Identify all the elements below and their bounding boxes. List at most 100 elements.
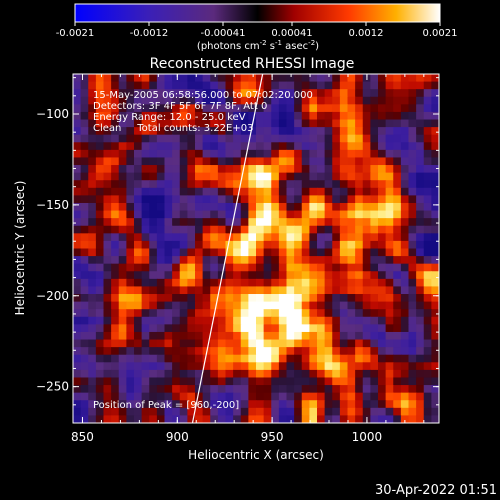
heatmap-cell xyxy=(195,369,204,379)
heatmap-cell xyxy=(324,369,333,379)
heatmap-cell xyxy=(202,165,211,174)
heatmap-cell xyxy=(210,339,219,348)
heatmap-cell xyxy=(263,263,272,272)
heatmap-cell xyxy=(309,354,318,363)
heatmap-cell xyxy=(240,324,249,333)
heatmap-cell xyxy=(240,248,249,257)
heatmap-cell xyxy=(332,89,341,98)
heatmap-cell xyxy=(370,369,379,379)
heatmap-cell xyxy=(317,172,326,181)
heatmap-cell xyxy=(217,256,227,265)
heatmap-cell xyxy=(339,149,349,159)
heatmap-cell xyxy=(248,339,257,348)
heatmap-cell xyxy=(423,324,432,333)
solar-limb-line xyxy=(191,73,264,424)
heatmap-cell xyxy=(118,385,127,394)
heatmap-cell xyxy=(248,271,257,280)
heatmap-cell xyxy=(202,74,211,83)
heatmap-cell xyxy=(202,172,211,181)
colorbar-tick-label: -0.00041 xyxy=(201,28,246,39)
heatmap-cell xyxy=(103,263,112,272)
heatmap-cell xyxy=(118,271,127,280)
heatmap-cell xyxy=(248,165,257,174)
heatmap-cell xyxy=(103,309,112,318)
heatmap-cell xyxy=(233,263,242,272)
heatmap-cell xyxy=(111,202,120,212)
heatmap-cell xyxy=(431,104,439,113)
heatmap-cell xyxy=(332,385,341,394)
heatmap-cell xyxy=(278,354,288,363)
heatmap-cell xyxy=(126,309,135,318)
heatmap-cell xyxy=(324,377,333,386)
heatmap-cell xyxy=(240,392,249,401)
heatmap-cell xyxy=(202,248,211,257)
heatmap-cell xyxy=(95,81,105,90)
heatmap-cell xyxy=(393,415,402,423)
heatmap-cell xyxy=(164,111,173,121)
heatmap-cell xyxy=(416,415,425,423)
heatmap-cell xyxy=(240,180,249,189)
heatmap-cell xyxy=(301,157,310,166)
heatmap-cell xyxy=(256,210,265,219)
heatmap-cell xyxy=(111,127,120,136)
heatmap-cell xyxy=(80,225,89,234)
heatmap-cell xyxy=(317,119,326,128)
heatmap-cell xyxy=(301,248,310,257)
heatmap-cell xyxy=(263,362,272,371)
heatmap-cell xyxy=(378,233,387,242)
heatmap-cell xyxy=(172,89,181,98)
heatmap-cell xyxy=(156,362,166,371)
heatmap-cell xyxy=(80,165,89,174)
heatmap-cell xyxy=(103,96,112,105)
heatmap-cell xyxy=(301,225,310,234)
heatmap-cell xyxy=(126,187,135,196)
heatmap-cell xyxy=(103,225,112,234)
heatmap-cell xyxy=(423,362,432,371)
heatmap-cell xyxy=(324,142,333,151)
heatmap-cell xyxy=(286,180,295,189)
heatmap-cell xyxy=(164,339,173,348)
heatmap-cell xyxy=(431,324,439,333)
heatmap-cell xyxy=(164,81,173,90)
heatmap-cell xyxy=(393,385,402,394)
heatmap-cell xyxy=(309,104,318,113)
heatmap-cell xyxy=(378,111,387,121)
heatmap-cell xyxy=(80,347,89,356)
heatmap-cell xyxy=(378,104,387,113)
heatmap-cell xyxy=(95,324,105,333)
heatmap-cell xyxy=(172,172,181,181)
heatmap-cell xyxy=(393,81,402,90)
heatmap-cell xyxy=(111,134,120,143)
heatmap-cell xyxy=(362,187,371,196)
heatmap-cell xyxy=(271,119,280,128)
heatmap-cell xyxy=(408,347,417,356)
heatmap-cell xyxy=(301,286,310,295)
heatmap-cell xyxy=(263,210,272,219)
heatmap-cell xyxy=(88,354,97,363)
x-tick-label: 1000 xyxy=(352,430,383,444)
heatmap-cell xyxy=(378,339,387,348)
heatmap-cell xyxy=(164,210,173,219)
heatmap-cell xyxy=(103,127,112,136)
heatmap-cell xyxy=(233,377,242,386)
heatmap-cell xyxy=(378,347,387,356)
heatmap-cell xyxy=(278,233,288,242)
heatmap-cell xyxy=(339,74,349,83)
heatmap-cell xyxy=(217,165,227,174)
heatmap-cell xyxy=(370,195,379,204)
heatmap-cell xyxy=(179,347,188,356)
heatmap-cell xyxy=(400,385,410,394)
heatmap-cell xyxy=(202,407,211,417)
heatmap-cell xyxy=(141,165,150,174)
heatmap-cell xyxy=(294,233,303,242)
heatmap-cell xyxy=(370,134,379,143)
heatmap-cell xyxy=(164,324,173,333)
heatmap-cell xyxy=(317,111,326,121)
heatmap-cell xyxy=(271,142,280,151)
heatmap-cell xyxy=(347,89,356,98)
heatmap-cell xyxy=(400,149,410,159)
heatmap-cell xyxy=(80,119,89,128)
heatmap-cell xyxy=(248,377,257,386)
heatmap-cell xyxy=(278,400,288,409)
heatmap-cell xyxy=(103,392,112,401)
